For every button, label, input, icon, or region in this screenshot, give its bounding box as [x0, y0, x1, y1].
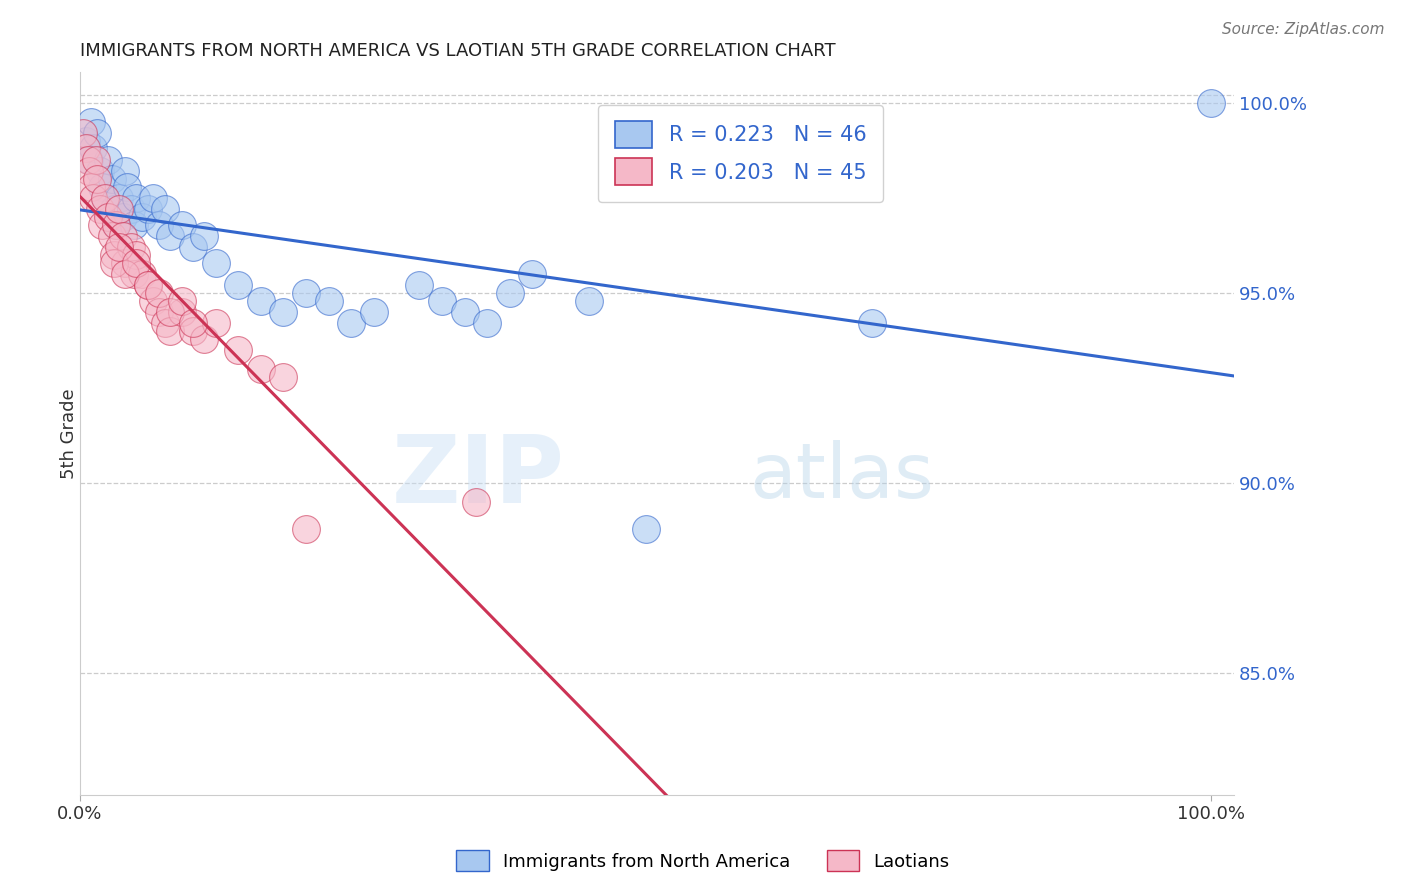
Point — [89, 202, 111, 217]
Point — [122, 267, 145, 281]
Point — [86, 126, 108, 140]
Point — [131, 210, 153, 224]
Point — [120, 240, 142, 254]
Point — [108, 240, 131, 254]
Point — [153, 317, 176, 331]
Point — [148, 305, 170, 319]
Point — [273, 305, 295, 319]
Point — [84, 153, 107, 167]
Y-axis label: 5th Grade: 5th Grade — [60, 388, 77, 479]
Point — [499, 285, 522, 300]
Point — [125, 248, 148, 262]
Point — [170, 293, 193, 308]
Point — [77, 164, 100, 178]
Point — [76, 153, 98, 167]
Point — [100, 229, 122, 244]
Point — [453, 305, 475, 319]
Point — [97, 153, 120, 167]
Point — [181, 324, 204, 338]
Point — [226, 278, 249, 293]
Point — [204, 255, 226, 269]
Point — [103, 202, 125, 217]
Point — [125, 255, 148, 269]
Point — [250, 293, 273, 308]
Point — [75, 134, 97, 148]
Point — [860, 317, 883, 331]
Point — [114, 164, 136, 178]
Point — [181, 240, 204, 254]
Point — [103, 255, 125, 269]
Point — [142, 293, 165, 308]
Point — [111, 210, 134, 224]
Point — [204, 317, 226, 331]
Point — [159, 229, 181, 244]
Point — [170, 305, 193, 319]
Text: IMMIGRANTS FROM NORTH AMERICA VS LAOTIAN 5TH GRADE CORRELATION CHART: IMMIGRANTS FROM NORTH AMERICA VS LAOTIAN… — [80, 42, 835, 60]
Point — [475, 317, 498, 331]
Point — [193, 332, 215, 346]
Text: ZIP: ZIP — [392, 431, 565, 523]
Point — [80, 179, 103, 194]
Point — [136, 278, 159, 293]
Point — [91, 218, 114, 232]
Legend: R = 0.223   N = 46, R = 0.203   N = 45: R = 0.223 N = 46, R = 0.203 N = 45 — [598, 104, 883, 202]
Point — [430, 293, 453, 308]
Point — [295, 522, 318, 536]
Point — [105, 218, 128, 232]
Point — [170, 218, 193, 232]
Point — [72, 126, 94, 140]
Point — [148, 218, 170, 232]
Point — [75, 141, 97, 155]
Point — [136, 202, 159, 217]
Point — [114, 255, 136, 269]
Text: Source: ZipAtlas.com: Source: ZipAtlas.com — [1222, 22, 1385, 37]
Point — [77, 153, 100, 167]
Point — [578, 293, 600, 308]
Point — [94, 191, 117, 205]
Point — [131, 267, 153, 281]
Point — [464, 495, 486, 509]
Point — [363, 305, 385, 319]
Point — [193, 229, 215, 244]
Point — [114, 267, 136, 281]
Point — [408, 278, 430, 293]
Point — [89, 164, 111, 178]
Point — [103, 248, 125, 262]
Point — [318, 293, 340, 308]
Text: atlas: atlas — [749, 440, 934, 514]
Point — [295, 285, 318, 300]
Point — [97, 210, 120, 224]
Legend: Immigrants from North America, Laotians: Immigrants from North America, Laotians — [449, 843, 957, 879]
Point — [82, 191, 104, 205]
Point — [125, 191, 148, 205]
Point — [100, 172, 122, 186]
Point — [153, 202, 176, 217]
Point — [108, 202, 131, 217]
Point — [522, 267, 544, 281]
Point — [105, 218, 128, 232]
Point — [159, 324, 181, 338]
Point — [250, 362, 273, 376]
Point — [111, 229, 134, 244]
Point — [1199, 95, 1222, 110]
Point — [226, 343, 249, 357]
Point — [148, 285, 170, 300]
Point — [340, 317, 363, 331]
Point — [82, 141, 104, 155]
Point — [142, 191, 165, 205]
Point — [80, 115, 103, 129]
Point — [94, 191, 117, 205]
Point — [273, 369, 295, 384]
Point — [122, 218, 145, 232]
Point — [159, 305, 181, 319]
Point — [136, 278, 159, 293]
Point — [86, 172, 108, 186]
Point — [108, 191, 131, 205]
Point — [120, 202, 142, 217]
Point — [181, 317, 204, 331]
Point — [634, 522, 657, 536]
Point — [117, 179, 139, 194]
Point — [91, 179, 114, 194]
